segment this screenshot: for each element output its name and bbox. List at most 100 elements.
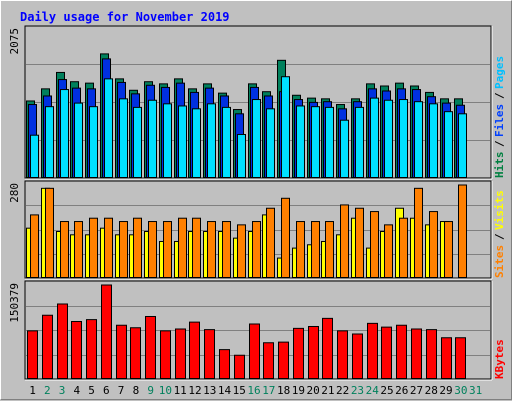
bar-visits-day-9 (148, 221, 157, 279)
bar-pages-day-1 (30, 134, 39, 178)
bar-visits-day-14 (222, 221, 231, 279)
bar-visits-day-22 (340, 204, 349, 278)
bar-pages-day-22 (340, 119, 349, 179)
axis-max-label-requests: 2075 (8, 28, 21, 55)
bar-visits-day-30 (458, 184, 467, 278)
bar-visits-day-12 (192, 217, 201, 278)
bar-kbytes-day-15 (234, 354, 245, 379)
bar-kbytes-day-16 (249, 323, 260, 379)
bar-pages-day-10 (163, 103, 172, 178)
panel-visits: 280 Sites / Visits (8, 180, 506, 280)
bar-pages-day-24 (370, 97, 379, 178)
bar-pages-day-30 (458, 113, 467, 178)
bar-pages-day-4 (74, 102, 83, 178)
bar-pages-day-12 (192, 108, 201, 178)
day-label-17: 17 (262, 384, 275, 397)
bar-kbytes-day-6 (101, 284, 112, 379)
day-label-21: 21 (321, 384, 334, 397)
bar-kbytes-day-4 (71, 320, 82, 380)
bar-pages-day-2 (45, 106, 54, 178)
day-label-15: 15 (233, 384, 246, 397)
bar-pages-day-11 (178, 105, 187, 178)
bar-kbytes-day-8 (130, 327, 141, 379)
day-label-2: 2 (44, 384, 51, 397)
bar-kbytes-day-3 (57, 303, 68, 380)
bar-pages-day-26 (399, 99, 408, 178)
bar-visits-day-16 (252, 221, 261, 279)
bar-pages-day-3 (60, 89, 69, 178)
legend-pages: Pages (493, 56, 506, 89)
bar-pages-day-19 (296, 105, 305, 178)
bar-pages-day-21 (325, 106, 334, 178)
bar-visits-day-25 (384, 224, 393, 279)
bar-visits-day-29 (444, 221, 453, 279)
bar-kbytes-day-12 (189, 321, 200, 380)
legend-separator: / (493, 233, 506, 240)
panel-requests: 2075 Hits / Files / Pages (8, 25, 506, 180)
bar-kbytes-day-25 (381, 326, 392, 380)
bar-visits-day-1 (30, 214, 39, 278)
day-label-31: 31 (469, 384, 482, 397)
bar-visits-day-5 (89, 217, 98, 278)
bar-visits-day-28 (429, 211, 438, 278)
bar-kbytes-day-22 (337, 330, 348, 380)
day-label-7: 7 (118, 384, 125, 397)
day-label-10: 10 (159, 384, 172, 397)
bar-kbytes-day-9 (145, 315, 156, 379)
legend-separator: / (493, 92, 506, 99)
day-label-14: 14 (218, 384, 232, 397)
day-label-9: 9 (147, 384, 154, 397)
legend-hits: Hits (493, 152, 506, 179)
panel-kbytes: 150379 KBytes (8, 280, 506, 381)
bar-pages-day-13 (207, 103, 216, 178)
bar-visits-day-6 (104, 217, 113, 278)
day-label-23: 23 (351, 384, 364, 397)
day-label-29: 29 (439, 384, 452, 397)
bar-pages-day-15 (237, 133, 246, 178)
legend-files: Files (493, 104, 506, 137)
bar-kbytes-day-19 (293, 327, 304, 379)
day-label-3: 3 (59, 384, 66, 397)
day-label-11: 11 (174, 384, 187, 397)
bar-visits-day-2 (45, 187, 54, 278)
bar-visits-day-18 (281, 197, 290, 279)
bar-pages-day-17 (266, 108, 275, 178)
bar-kbytes-day-29 (441, 337, 452, 379)
bar-kbytes-day-27 (411, 328, 422, 379)
bar-pages-day-28 (429, 103, 438, 178)
legend-kbytes: KBytes (493, 339, 506, 379)
bar-kbytes-day-1 (27, 330, 38, 380)
bar-visits-day-7 (119, 221, 128, 279)
day-label-12: 12 (188, 384, 201, 397)
bar-kbytes-day-21 (322, 317, 333, 380)
bar-pages-day-29 (444, 111, 453, 178)
bar-visits-day-4 (74, 221, 83, 279)
bar-pages-day-20 (311, 106, 320, 178)
bar-kbytes-day-30 (455, 337, 466, 379)
axis-max-label-kbytes: 150379 (8, 283, 21, 323)
bar-pages-day-14 (222, 106, 231, 178)
day-label-4: 4 (73, 384, 80, 397)
bar-pages-day-25 (384, 99, 393, 178)
bar-pages-day-7 (119, 98, 128, 178)
legend-sites: Sites (493, 245, 506, 278)
day-label-24: 24 (366, 384, 380, 397)
bar-kbytes-day-7 (116, 324, 127, 379)
day-label-27: 27 (410, 384, 423, 397)
day-label-30: 30 (454, 384, 467, 397)
bar-visits-day-27 (414, 187, 423, 278)
day-label-25: 25 (380, 384, 393, 397)
day-label-8: 8 (133, 384, 140, 397)
bar-visits-day-13 (207, 221, 216, 279)
bar-kbytes-day-17 (263, 342, 274, 379)
day-label-19: 19 (292, 384, 305, 397)
day-label-20: 20 (307, 384, 320, 397)
bar-pages-day-5 (89, 106, 98, 178)
bar-kbytes-day-13 (204, 329, 215, 379)
axis-max-label-visits: 280 (8, 183, 21, 203)
bar-pages-day-9 (148, 99, 157, 178)
bar-pages-day-18 (281, 76, 290, 178)
bar-kbytes-day-11 (175, 328, 186, 379)
